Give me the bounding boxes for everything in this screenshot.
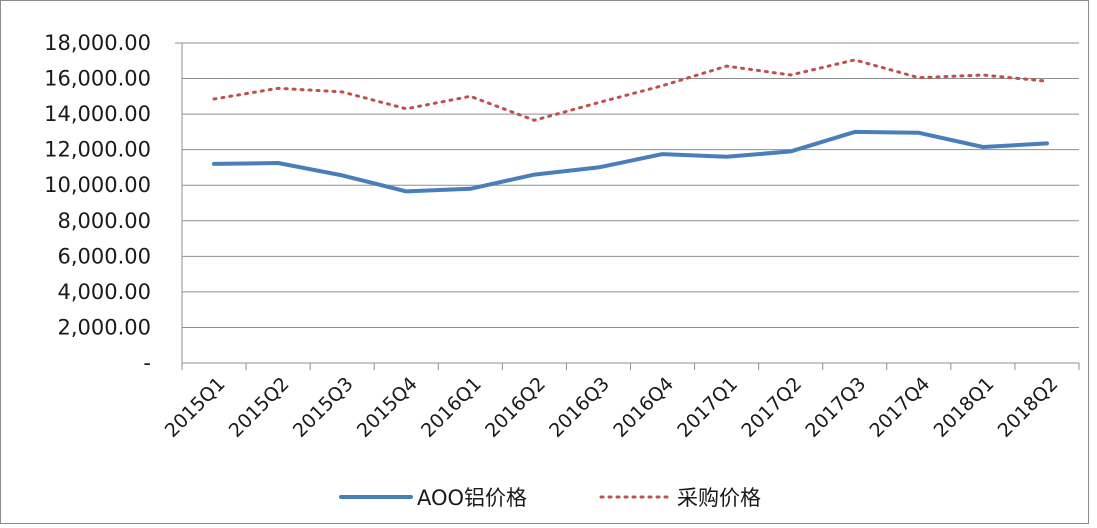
x-tick-label: 2018Q1 xyxy=(930,373,999,442)
y-tick-label: 6,000.00 xyxy=(57,244,151,268)
series-line-purchase-price xyxy=(212,58,1049,122)
y-tick-label: - xyxy=(143,351,151,375)
legend: AOO铝价格 采购价格 xyxy=(339,486,761,510)
x-axis-tick-labels: 2015Q12015Q22015Q32015Q42016Q12016Q22016… xyxy=(161,373,1063,442)
y-tick-label: 2,000.00 xyxy=(57,315,151,339)
y-tick-label: 18,000.00 xyxy=(44,31,151,55)
gridlines xyxy=(182,42,1079,328)
series-line-aoo-aluminum-price xyxy=(212,129,1049,194)
x-tick-label: 2015Q2 xyxy=(225,373,294,442)
series-lines xyxy=(212,58,1049,194)
y-tick-label: 4,000.00 xyxy=(57,280,151,304)
y-tick-label: 16,000.00 xyxy=(44,67,151,91)
x-tick-label: 2017Q2 xyxy=(737,373,806,442)
x-tick-label: 2015Q1 xyxy=(161,373,230,442)
x-tick-label: 2018Q2 xyxy=(994,373,1063,442)
legend-label: 采购价格 xyxy=(677,486,761,510)
legend-label: AOO铝价格 xyxy=(417,486,527,510)
y-tick-label: 8,000.00 xyxy=(57,209,151,233)
y-tick-label: 14,000.00 xyxy=(44,102,151,126)
x-tick-label: 2015Q4 xyxy=(353,373,422,442)
x-tick-label: 2017Q3 xyxy=(801,373,870,442)
x-tick-label: 2017Q1 xyxy=(673,373,742,442)
axes xyxy=(175,42,1080,370)
x-tick-label: 2016Q1 xyxy=(417,373,486,442)
y-tick-label: 10,000.00 xyxy=(44,173,151,197)
y-axis-tick-labels: - 2,000.00 4,000.00 6,000.00 8,000.00 10,000.… xyxy=(44,31,151,375)
x-tick-label: 2016Q3 xyxy=(545,373,614,442)
x-tick-label: 2016Q2 xyxy=(481,373,550,442)
x-tick-label: 2017Q4 xyxy=(865,373,934,442)
x-tick-label: 2015Q3 xyxy=(289,373,358,442)
y-tick-label: 12,000.00 xyxy=(44,138,151,162)
x-tick-label: 2016Q4 xyxy=(609,373,678,442)
